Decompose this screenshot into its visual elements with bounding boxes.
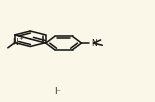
- Text: I⁻: I⁻: [54, 87, 61, 96]
- Text: +: +: [18, 36, 23, 41]
- Text: N: N: [12, 38, 18, 47]
- Text: N: N: [91, 39, 97, 48]
